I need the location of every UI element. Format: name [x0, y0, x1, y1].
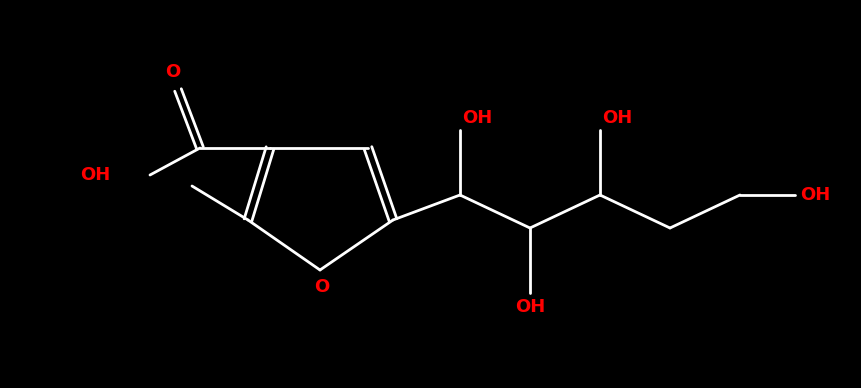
Text: OH: OH — [462, 109, 492, 127]
Text: OH: OH — [515, 298, 545, 316]
Text: O: O — [314, 278, 330, 296]
Text: OH: OH — [602, 109, 632, 127]
Text: O: O — [165, 63, 181, 81]
Text: OH: OH — [800, 186, 830, 204]
Text: OH: OH — [80, 166, 110, 184]
